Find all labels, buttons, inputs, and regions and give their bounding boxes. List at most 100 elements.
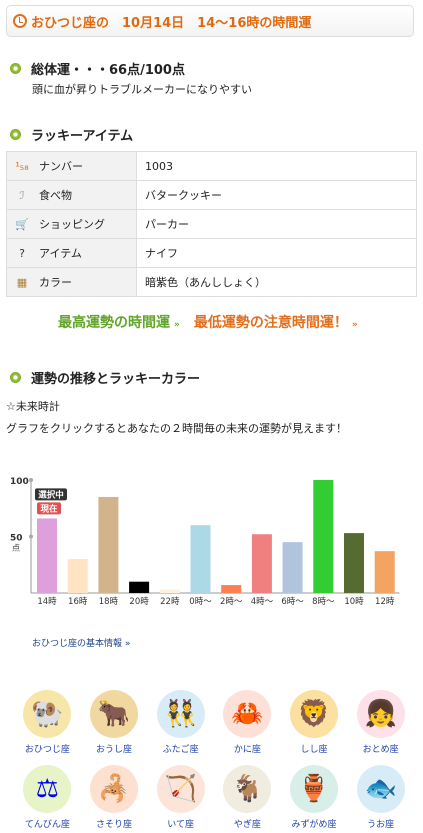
chart-bar[interactable] xyxy=(251,534,272,593)
zodiac-sign-link[interactable]: 🏹 いて座 xyxy=(147,765,214,830)
zodiac-sign-name: てんびん座 xyxy=(24,820,70,830)
chart-bar[interactable] xyxy=(129,581,150,593)
zodiac-sign-name: ふたご座 xyxy=(162,745,199,755)
zodiac-sign-link[interactable]: 🦂 さそり座 xyxy=(81,765,148,830)
chart-bar[interactable] xyxy=(221,585,242,593)
lucky-item-row: ¹₅₈ ナンバー 1003 xyxy=(6,151,417,181)
chart-bar[interactable] xyxy=(313,480,334,593)
selected-badge-label: 選択中 xyxy=(38,489,64,500)
bullet-icon xyxy=(10,129,21,140)
fortune-time-links: 最高運勢の時間運» 最低運勢の注意時間運！» xyxy=(58,312,358,332)
chart-bar[interactable] xyxy=(159,589,180,593)
zodiac-sign-link[interactable]: 🦀 かに座 xyxy=(214,690,281,755)
chevron-right-icon: » xyxy=(351,320,358,330)
chart-bar[interactable] xyxy=(190,525,211,593)
page-header: おひつじ座の 10月14日 14〜16時の時間運 xyxy=(6,5,414,37)
chart-bar[interactable] xyxy=(374,551,395,593)
lucky-item-key: 🛒 ショッピング xyxy=(6,209,137,239)
zodiac-sign-name: いて座 xyxy=(167,820,195,830)
best-time-link-label: 最高運勢の時間運 xyxy=(58,315,170,331)
x-tick-label: 8時〜 xyxy=(312,597,335,607)
lucky-item-key: ? アイテム xyxy=(6,238,137,268)
clock-icon xyxy=(13,14,27,28)
lucky-item-value: パーカー xyxy=(136,209,417,239)
zodiac-sign-link[interactable]: 🐂 おうし座 xyxy=(81,690,148,755)
x-tick-label: 10時 xyxy=(344,597,364,607)
y-axis-label: 点 xyxy=(12,544,20,553)
x-tick-label: 22時 xyxy=(160,597,180,607)
trend-heading: 運勢の推移とラッキーカラー xyxy=(10,368,200,387)
zodiac-sign-link[interactable]: 👯 ふたご座 xyxy=(147,690,214,755)
zodiac-sign-name: かに座 xyxy=(233,745,261,755)
future-clock-label: ☆未来時計 xyxy=(6,400,60,413)
leo-icon: 🦁 xyxy=(289,690,338,738)
chart-bar[interactable] xyxy=(282,542,303,593)
worst-time-link-label: 最低運勢の注意時間運！ xyxy=(193,315,348,331)
scorpio-icon: 🦂 xyxy=(89,765,138,813)
food-icon: ℐ xyxy=(19,189,25,202)
zodiac-sign-link[interactable]: 🐐 やぎ座 xyxy=(214,765,281,830)
y-tick-marker xyxy=(29,534,33,539)
item-question-icon: ? xyxy=(19,247,25,260)
zodiac-sign-name: おとめ座 xyxy=(362,745,399,755)
aries-icon: 🐏 xyxy=(23,690,72,738)
aquarius-icon: 🏺 xyxy=(289,765,338,813)
chart-bar[interactable] xyxy=(67,559,88,593)
lucky-item-key: ▦ カラー xyxy=(6,267,137,297)
lucky-item-key: ℐ 食べ物 xyxy=(6,180,137,210)
zodiac-sign-name: うお座 xyxy=(367,820,395,830)
lucky-item-value: ナイフ xyxy=(136,238,417,268)
zodiac-sign-link[interactable]: ⚖ てんびん座 xyxy=(14,765,81,830)
y-tick-label: 50 xyxy=(10,534,23,544)
zodiac-sign-link[interactable]: 🏺 みずがめ座 xyxy=(281,765,348,830)
chart-bar[interactable] xyxy=(37,518,57,593)
lucky-item-value: 1003 xyxy=(136,151,417,181)
lucky-item-key: ¹₅₈ ナンバー xyxy=(6,151,137,181)
lucky-items-table: ¹₅₈ ナンバー 1003 ℐ 食べ物 バタークッキー 🛒 ショッピング パーカー? アイテム ナイ… xyxy=(6,151,417,297)
chevron-right-icon: » xyxy=(174,320,180,330)
zodiac-sign-link[interactable]: 🦁 しし座 xyxy=(281,690,348,755)
best-time-link[interactable]: 最高運勢の時間運 » xyxy=(58,312,180,332)
future-clock-description: グラフをクリックするとあなたの２時間毎の未来の運勢が見えます！ xyxy=(6,422,347,435)
selected-badge xyxy=(35,488,67,501)
x-tick-label: 4時〜 xyxy=(251,597,274,607)
lucky-title: ラッキーアイテム xyxy=(31,129,134,144)
zodiac-sign-link[interactable]: 👧 おとめ座 xyxy=(347,690,414,755)
sagittarius-icon: 🏹 xyxy=(156,765,205,813)
chart-bar[interactable] xyxy=(344,533,364,593)
y-tick-label: 100 xyxy=(10,477,29,487)
x-tick-label: 18時 xyxy=(99,597,119,607)
zodiac-sign-name: やぎ座 xyxy=(233,820,261,830)
lucky-item-label: 食べ物 xyxy=(39,189,72,202)
x-tick-label: 14時 xyxy=(37,597,57,607)
score-title: 総体運・・・66点/100点 xyxy=(31,63,185,78)
x-tick-label: 20時 xyxy=(129,597,149,607)
x-tick-label: 0時〜 xyxy=(189,597,212,607)
page-title: おひつじ座の 10月14日 14〜16時の時間運 xyxy=(31,15,312,31)
number-icon: ¹₅₈ xyxy=(15,160,29,173)
lucky-item-value: バタークッキー xyxy=(136,180,417,210)
x-tick-label: 16時 xyxy=(68,597,88,607)
current-badge-label: 現在 xyxy=(40,503,58,514)
bullet-icon xyxy=(10,63,21,74)
aries-basic-info-link[interactable]: おひつじ座の基本情報 » xyxy=(32,639,131,649)
zodiac-sign-link[interactable]: 🐏 おひつじ座 xyxy=(14,690,81,755)
zodiac-sign-link[interactable]: 🐟 うお座 xyxy=(347,765,414,830)
lucky-item-row: 🛒 ショッピング パーカー xyxy=(6,209,417,239)
zodiac-sign-name: しし座 xyxy=(300,745,328,755)
color-palette-icon: ▦ xyxy=(16,276,28,289)
worst-time-link[interactable]: 最低運勢の注意時間運！» xyxy=(194,312,358,332)
lucky-heading: ラッキーアイテム xyxy=(10,125,133,144)
trend-title: 運勢の推移とラッキーカラー xyxy=(31,372,201,387)
lucky-item-label: ナンバー xyxy=(39,160,83,173)
chart-bar[interactable] xyxy=(98,496,119,593)
lucky-item-row: ▦ カラー 暗紫色（あんししょく） xyxy=(6,267,417,297)
lucky-item-value: 暗紫色（あんししょく） xyxy=(136,267,417,297)
fortune-trend-chart[interactable]: 100 50点 14時 16時 18時 20時 22時 0時〜 2時〜 4時〜 6時〜 8時〜 10時 1… xyxy=(6,470,416,615)
score-description: 頭に血が昇りトラブルメーカーになりやすい xyxy=(32,83,252,96)
zodiac-sign-grid: 🐏 おひつじ座 🐂 おうし座 👯 ふたご座 🦀 かに座 🦁 しし座 👧 おとめ座 ⚖ てんびん座 🦂 さそり座… xyxy=(14,690,414,830)
shopping-cart-icon: 🛒 xyxy=(15,218,29,231)
lucky-item-label: アイテム xyxy=(39,247,82,260)
gemini-icon: 👯 xyxy=(156,690,205,738)
x-tick-label: 12時 xyxy=(375,597,395,607)
